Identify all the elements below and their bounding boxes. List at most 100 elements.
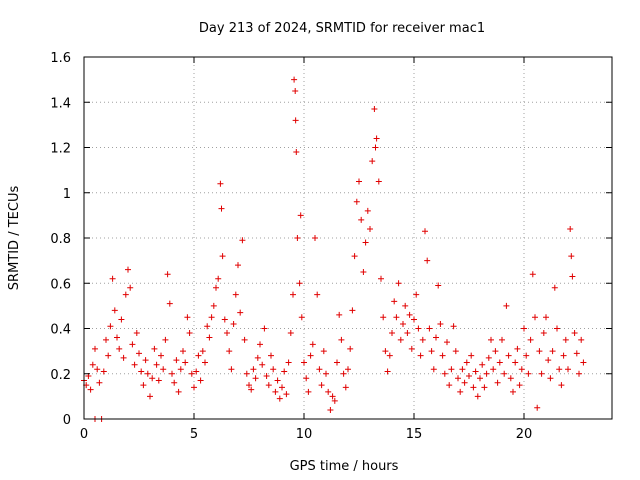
chart-title: Day 213 of 2024, SRMTID for receiver mac… [199,21,485,36]
data-point [400,320,406,327]
data-point [472,368,479,375]
data-point [265,382,272,389]
x-tick-label: 5 [190,427,198,442]
data-point [160,366,167,373]
data-point [351,253,358,260]
data-point [257,341,263,348]
data-point [184,314,191,321]
data-point [428,348,435,355]
x-tick-label: 10 [296,427,313,442]
data-point [186,330,193,337]
data-point [87,386,94,393]
data-points [81,76,587,422]
data-point [232,291,239,298]
grid-lines [84,57,612,419]
data-point [164,271,171,278]
data-point [294,235,301,241]
data-point [490,366,497,373]
data-point [349,307,356,314]
data-point [303,375,310,382]
data-point [215,275,222,282]
data-point [551,284,558,291]
data-point [534,404,541,411]
data-point [507,375,514,382]
data-point [107,323,114,330]
data-point [191,384,197,391]
data-point [518,366,525,373]
data-point [92,345,98,352]
data-point [213,284,219,291]
data-point [314,291,321,298]
x-axis-label: GPS time / hours [290,459,399,474]
data-point [111,307,118,314]
data-point [470,384,477,391]
data-point [512,359,519,366]
data-point [336,311,343,318]
data-point [342,384,349,391]
data-point [378,275,384,282]
data-point [217,180,224,187]
data-point [523,352,530,359]
data-point [477,375,483,382]
data-point [219,253,226,260]
data-point [103,336,109,343]
data-point [96,379,103,386]
data-point [386,352,393,359]
data-point [538,370,545,377]
data-point [540,330,547,337]
data-point [554,325,560,332]
data-point [580,359,587,366]
data-point [147,393,153,400]
data-point [208,314,215,321]
data-point [298,314,305,321]
data-point [182,359,189,366]
data-point [450,323,457,330]
data-point [250,366,257,373]
data-point [481,384,488,391]
data-point [292,87,299,94]
data-point [496,359,503,366]
data-point [125,266,131,273]
data-point [287,330,294,337]
data-point [243,370,250,377]
data-point [320,348,327,355]
data-point [446,382,453,389]
data-point [560,352,567,359]
data-point [210,302,217,309]
data-point [169,370,175,377]
data-point [334,359,340,366]
data-point [206,334,213,341]
y-tick-label: 1 [63,187,71,202]
data-point [426,325,433,332]
data-point [281,368,288,375]
data-point [391,298,398,305]
data-point [565,366,571,373]
data-point [457,388,464,395]
data-point [129,341,136,348]
data-point [323,370,329,377]
data-point [499,336,505,343]
data-point [292,117,299,124]
data-point [459,366,466,373]
data-point [259,361,266,368]
data-point [144,370,151,377]
data-point [380,314,387,321]
y-tick-label: 1.4 [50,96,71,111]
data-point [177,366,184,373]
data-point [316,366,323,373]
data-point [307,352,314,359]
y-tick-label: 0.8 [50,232,71,247]
data-point [422,228,428,235]
data-point [221,316,228,323]
data-point [571,330,578,337]
data-point [430,366,437,373]
data-point [248,386,255,393]
data-point [151,345,158,352]
data-point [285,359,292,366]
data-point [276,395,283,402]
data-point [419,336,426,343]
data-point [549,348,556,355]
data-point [293,149,300,156]
data-point [291,76,298,83]
data-point [138,368,145,375]
